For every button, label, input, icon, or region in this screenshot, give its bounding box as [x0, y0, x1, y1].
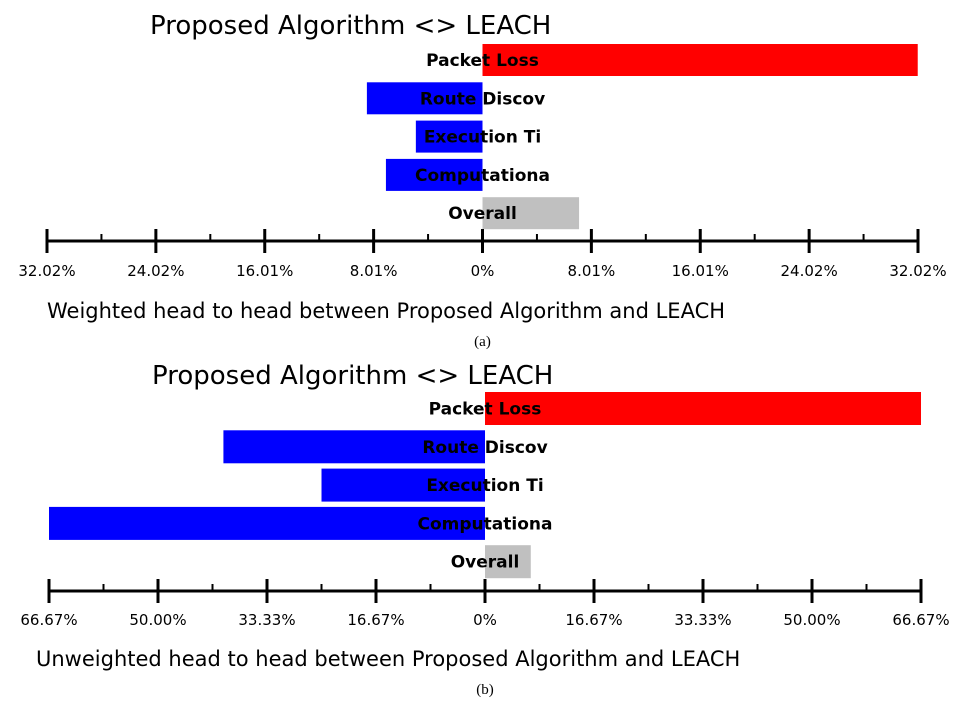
tick-label: 8.01%	[568, 262, 616, 280]
chart-panel-b: Proposed Algorithm <> LEACH Packet Loss Ro…	[0, 350, 961, 701]
category-label: Execution Ti	[424, 128, 541, 148]
tick-label: 0%	[471, 262, 495, 280]
panel-caption: (a)	[474, 334, 491, 350]
category-label: Packet Loss	[426, 51, 539, 71]
tick-label: 32.02%	[889, 262, 946, 280]
tick-label: 0%	[473, 611, 497, 629]
tick-label: 24.02%	[127, 262, 184, 280]
bar-overall	[482, 197, 580, 230]
tick-label: 66.67%	[20, 611, 77, 629]
tick-label: 16.67%	[347, 611, 404, 629]
chart-a: Proposed Algorithm <> LEACH Packet Loss Ro…	[18, 11, 946, 350]
tick-label: 50.00%	[129, 611, 186, 629]
tick-label: 24.02%	[781, 262, 838, 280]
chart-title: Proposed Algorithm <> LEACH	[150, 11, 551, 41]
category-label: Execution Ti	[426, 476, 543, 496]
category-label: Overall	[451, 553, 520, 573]
bar-overall	[485, 545, 531, 579]
tick-label: 16.67%	[565, 611, 622, 629]
bar-computationa	[385, 158, 483, 191]
category-label: Computationa	[415, 166, 550, 186]
category-label: Computationa	[418, 514, 553, 534]
chart-b: Proposed Algorithm <> LEACH Packet Loss Ro…	[20, 361, 949, 698]
bar-execution-ti	[415, 120, 483, 153]
chart-panel-a: Proposed Algorithm <> LEACH Packet Loss Ro…	[0, 0, 961, 350]
tick-label: 66.67%	[892, 611, 949, 629]
category-label: Route Discov	[422, 438, 547, 458]
x-axis-label: Unweighted head to head between Proposed…	[36, 647, 740, 671]
panel-caption: (b)	[476, 682, 494, 698]
category-label: Overall	[448, 204, 517, 224]
tick-label: 33.33%	[674, 611, 731, 629]
bar-route-discov	[366, 82, 483, 115]
x-axis-label: Weighted head to head between Proposed A…	[47, 299, 725, 323]
bar-packet-loss	[482, 44, 918, 76]
tick-label: 33.33%	[238, 611, 295, 629]
tick-label: 16.01%	[672, 262, 729, 280]
tick-label: 8.01%	[350, 262, 398, 280]
category-label: Packet Loss	[429, 400, 542, 420]
bar-execution-ti	[321, 468, 485, 502]
bar-packet-loss	[485, 392, 921, 425]
category-label: Route Discov	[420, 89, 545, 109]
bar-computationa	[49, 506, 485, 540]
tick-label: 32.02%	[18, 262, 75, 280]
tick-label: 16.01%	[236, 262, 293, 280]
chart-title: Proposed Algorithm <> LEACH	[152, 361, 553, 391]
bar-route-discov	[223, 430, 485, 464]
tick-label: 50.00%	[783, 611, 840, 629]
